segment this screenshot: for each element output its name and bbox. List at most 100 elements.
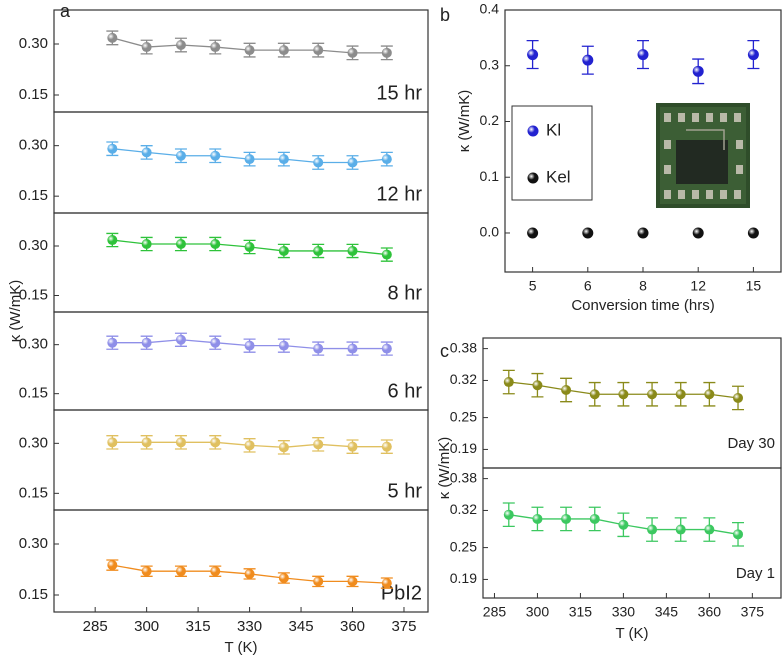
- data-point: [210, 42, 221, 53]
- x-tick-label: 375: [741, 604, 765, 620]
- x-tick-label: 330: [237, 618, 262, 635]
- data-point: [347, 343, 358, 354]
- data-point: [733, 392, 744, 403]
- y-tick-label: 0.0: [480, 224, 500, 240]
- data-point: [561, 513, 572, 524]
- annotation: 12 hr: [376, 183, 422, 205]
- data-point: [532, 513, 543, 524]
- data-point: [175, 566, 186, 577]
- scatter-point: [582, 227, 594, 239]
- y-tick-label: 0.38: [450, 469, 477, 485]
- x-tick-label: 285: [83, 618, 108, 635]
- annotation: 6 hr: [388, 380, 423, 402]
- x-tick-label: 285: [483, 604, 507, 620]
- y-tick-label: 0.3: [480, 56, 500, 72]
- panel-label: b: [440, 5, 450, 25]
- scatter-point: [527, 227, 539, 239]
- data-point: [175, 40, 186, 51]
- y-tick-label: 0.30: [19, 35, 48, 52]
- data-point: [347, 441, 358, 452]
- data-point: [141, 147, 152, 158]
- legend-marker: [527, 172, 539, 184]
- legend-label: Kl: [546, 120, 561, 139]
- data-point: [589, 389, 600, 400]
- data-point: [107, 235, 118, 246]
- x-tick-label: 330: [612, 604, 636, 620]
- data-point: [313, 576, 324, 587]
- data-point: [141, 42, 152, 53]
- x-tick-label: 360: [698, 604, 722, 620]
- annotation: 8 hr: [388, 282, 423, 304]
- x-tick-label: 315: [186, 618, 211, 635]
- data-point: [381, 249, 392, 260]
- x-tick-label: 15: [746, 278, 762, 294]
- plot-frame: [53, 311, 429, 411]
- y-axis-label: κ (W/mK): [456, 90, 473, 152]
- data-point: [347, 47, 358, 58]
- panel-label: c: [440, 341, 449, 361]
- data-point: [618, 389, 629, 400]
- data-point: [313, 245, 324, 256]
- data-point: [675, 389, 686, 400]
- y-tick-label: 0.38: [450, 339, 477, 355]
- legend-box: [511, 105, 593, 201]
- y-tick-label: 0.25: [450, 538, 477, 554]
- data-point: [561, 385, 572, 395]
- y-axis-label: κ (W/mK): [436, 437, 453, 499]
- x-tick-label: 6: [584, 278, 592, 294]
- x-tick-label: 8: [639, 278, 647, 294]
- data-point: [278, 340, 289, 351]
- data-point: [589, 513, 600, 524]
- data-point: [210, 437, 221, 448]
- legend-marker: [527, 125, 539, 137]
- annotation: Day 1: [736, 565, 775, 582]
- data-point: [381, 47, 392, 58]
- y-tick-label: 0.32: [450, 371, 477, 387]
- data-point: [381, 343, 392, 354]
- data-point: [313, 343, 324, 354]
- plot-frame: [53, 111, 429, 214]
- data-point: [107, 32, 118, 43]
- plot-frame: [53, 509, 429, 613]
- data-point: [210, 239, 221, 250]
- y-tick-label: 0.15: [19, 385, 48, 402]
- plot-frame: [53, 409, 429, 511]
- y-tick-label: 0.19: [450, 440, 477, 456]
- data-point: [244, 45, 255, 56]
- data-point: [175, 334, 186, 345]
- data-point: [347, 245, 358, 256]
- y-tick-label: 0.15: [19, 286, 48, 303]
- data-point: [141, 239, 152, 250]
- data-point: [381, 441, 392, 452]
- data-point: [278, 245, 289, 256]
- annotation: 5 hr: [388, 480, 423, 502]
- y-tick-label: 0.15: [19, 586, 48, 603]
- data-point: [175, 437, 186, 448]
- data-point: [210, 337, 221, 348]
- data-point: [381, 154, 392, 165]
- data-point: [347, 576, 358, 587]
- data-point: [210, 150, 221, 161]
- data-point: [244, 154, 255, 165]
- x-tick-label: 360: [340, 618, 365, 635]
- x-axis-label: Conversion time (hrs): [571, 297, 714, 314]
- panel-label: a: [60, 1, 71, 21]
- scatter-point: [692, 227, 704, 239]
- data-point: [675, 524, 686, 535]
- scatter-point: [527, 49, 539, 61]
- data-point: [647, 389, 658, 400]
- scatter-point: [747, 227, 759, 239]
- scatter-point: [582, 54, 594, 66]
- data-point: [733, 529, 744, 540]
- x-tick-label: 345: [655, 604, 679, 620]
- data-point: [244, 340, 255, 351]
- data-point: [532, 380, 543, 391]
- data-point: [647, 524, 658, 535]
- y-tick-label: 0.30: [19, 237, 48, 254]
- y-tick-label: 0.15: [19, 484, 48, 501]
- y-tick-label: 0.25: [450, 408, 477, 424]
- data-point: [175, 150, 186, 161]
- data-point: [141, 437, 152, 448]
- data-point: [347, 157, 358, 168]
